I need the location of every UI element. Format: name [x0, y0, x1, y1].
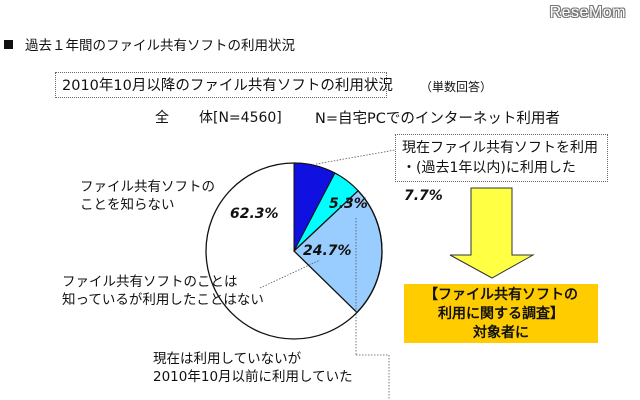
unaware-percent: 62.3%: [230, 206, 279, 222]
past-label-line-1: 現在は利用していないが: [153, 351, 302, 367]
callout-line-1: 現在ファイル共有ソフトを利用: [402, 140, 598, 156]
callout-leader-line: [315, 149, 396, 165]
sample-basis: N=自宅PCでのインターネット利用者: [315, 111, 560, 127]
target-line-3: 対象者に: [473, 325, 529, 341]
aware-label-line-2: 知っているが利用したことはない: [62, 292, 264, 308]
target-line-2: 利用に関する調査】: [438, 306, 564, 322]
answer-type-note: （単数回答）: [420, 80, 493, 94]
past-users-label: 現在は利用していないが 2010年10月以前に利用していた: [153, 350, 353, 386]
aware-leader-line: [259, 259, 321, 289]
square-bullet-icon: [4, 40, 13, 49]
aware-label-line-1: ファイル共有ソフトのことは: [62, 274, 238, 290]
aware-label: ファイル共有ソフトのことは 知っているが利用したことはない: [62, 273, 264, 309]
target-line-1: 【ファイル共有ソフトの: [424, 287, 578, 303]
cyan-percent: 5.3%: [329, 196, 368, 212]
survey-target-box: 【ファイル共有ソフトの 利用に関する調査】 対象者に: [404, 284, 598, 343]
chart-title: 2010年10月以降のファイル共有ソフトの利用状況: [55, 72, 393, 98]
down-arrow-icon: [449, 187, 535, 279]
site-logo: ReseMom: [549, 4, 626, 21]
callout-line-2: ・(過去1年以内)に利用した: [402, 160, 576, 176]
section-heading-text: 過去１年間のファイル共有ソフトの利用状況: [25, 38, 295, 54]
past-label-line-2: 2010年10月以前に利用していた: [153, 369, 353, 385]
sample-size: 全 体[N=4560]: [155, 107, 282, 127]
unaware-label: ファイル共有ソフトの ことを知らない: [80, 178, 215, 214]
past-users-percent: 24.7%: [303, 243, 352, 259]
past-label-box: [356, 354, 390, 400]
current-users-callout: 現在ファイル共有ソフトを利用 ・(過去1年以内)に利用した: [395, 134, 608, 182]
current-users-percent: 7.7%: [404, 188, 443, 204]
sample-label: 全: [155, 110, 169, 126]
unaware-label-line-2: ことを知らない: [80, 197, 175, 213]
pie-chart: [205, 162, 383, 340]
unaware-label-line-1: ファイル共有ソフトの: [80, 179, 215, 195]
section-heading: 過去１年間のファイル共有ソフトの利用状況: [4, 34, 295, 54]
pie-slice-past-users: [293, 189, 383, 314]
sample-n: 体[N=4560]: [199, 110, 282, 126]
